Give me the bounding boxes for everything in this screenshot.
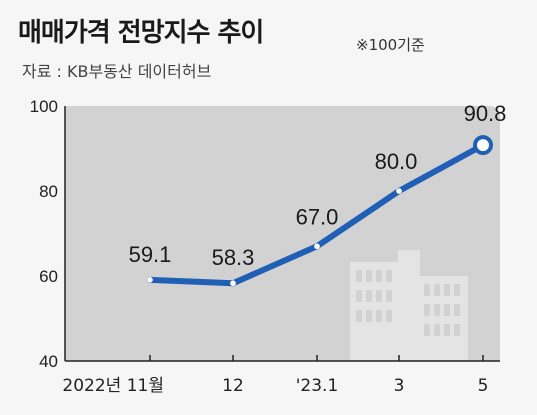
y-tick-label: 40: [39, 352, 58, 371]
building-window: [434, 304, 440, 316]
building-window: [424, 284, 430, 296]
building-window: [366, 270, 372, 282]
x-tick-label: 2022년 11월: [62, 376, 164, 396]
building-illustration: [350, 250, 468, 360]
data-point: [147, 277, 153, 283]
building-window: [444, 284, 450, 296]
x-tick-label: 5: [478, 376, 489, 396]
building-window: [366, 310, 372, 322]
x-tick-label: '23.1: [296, 376, 339, 396]
building-window: [454, 324, 460, 336]
data-point: [314, 243, 320, 250]
building-window: [356, 270, 362, 282]
building-window: [376, 310, 382, 322]
building-window: [444, 324, 450, 336]
building-window: [366, 290, 372, 302]
building-window: [434, 324, 440, 336]
source-caption: 자료 : KB부동산 데이터허브: [22, 62, 212, 81]
series-line-group: [147, 135, 493, 287]
data-point-highlight: [473, 135, 493, 156]
building-window: [444, 304, 450, 316]
building-window: [424, 304, 430, 316]
building-window: [386, 290, 392, 302]
baseline-note: ※100기준: [356, 36, 425, 54]
data-point: [396, 188, 402, 194]
x-tick-label: 3: [394, 376, 405, 396]
building-tall: [398, 250, 420, 360]
data-label: 59.1: [129, 242, 172, 267]
building-window: [376, 270, 382, 282]
data-labels: 59.1 58.3 67.0 80.0 90.8: [129, 101, 507, 270]
building-window: [356, 290, 362, 302]
y-tick-label: 80: [39, 182, 58, 201]
x-tick-label: 12: [222, 376, 244, 396]
y-tick-label: 60: [39, 267, 58, 286]
building-window: [356, 310, 362, 322]
data-label: 90.8: [464, 101, 507, 126]
building-window: [386, 310, 392, 322]
chart-title: 매매가격 전망지수 추이: [18, 18, 264, 48]
building-window: [424, 324, 430, 336]
y-tick-label: 100: [30, 97, 58, 116]
data-label: 80.0: [375, 149, 418, 174]
axes: 40 60 80 100 2022년 11월 12 '23.1 3 5: [30, 97, 500, 396]
data-point: [230, 280, 236, 287]
building-window: [454, 284, 460, 296]
data-label: 58.3: [212, 245, 255, 270]
building-window: [386, 270, 392, 282]
building-window: [376, 290, 382, 302]
data-label: 67.0: [296, 204, 339, 229]
building-window: [454, 304, 460, 316]
building-window: [434, 284, 440, 296]
